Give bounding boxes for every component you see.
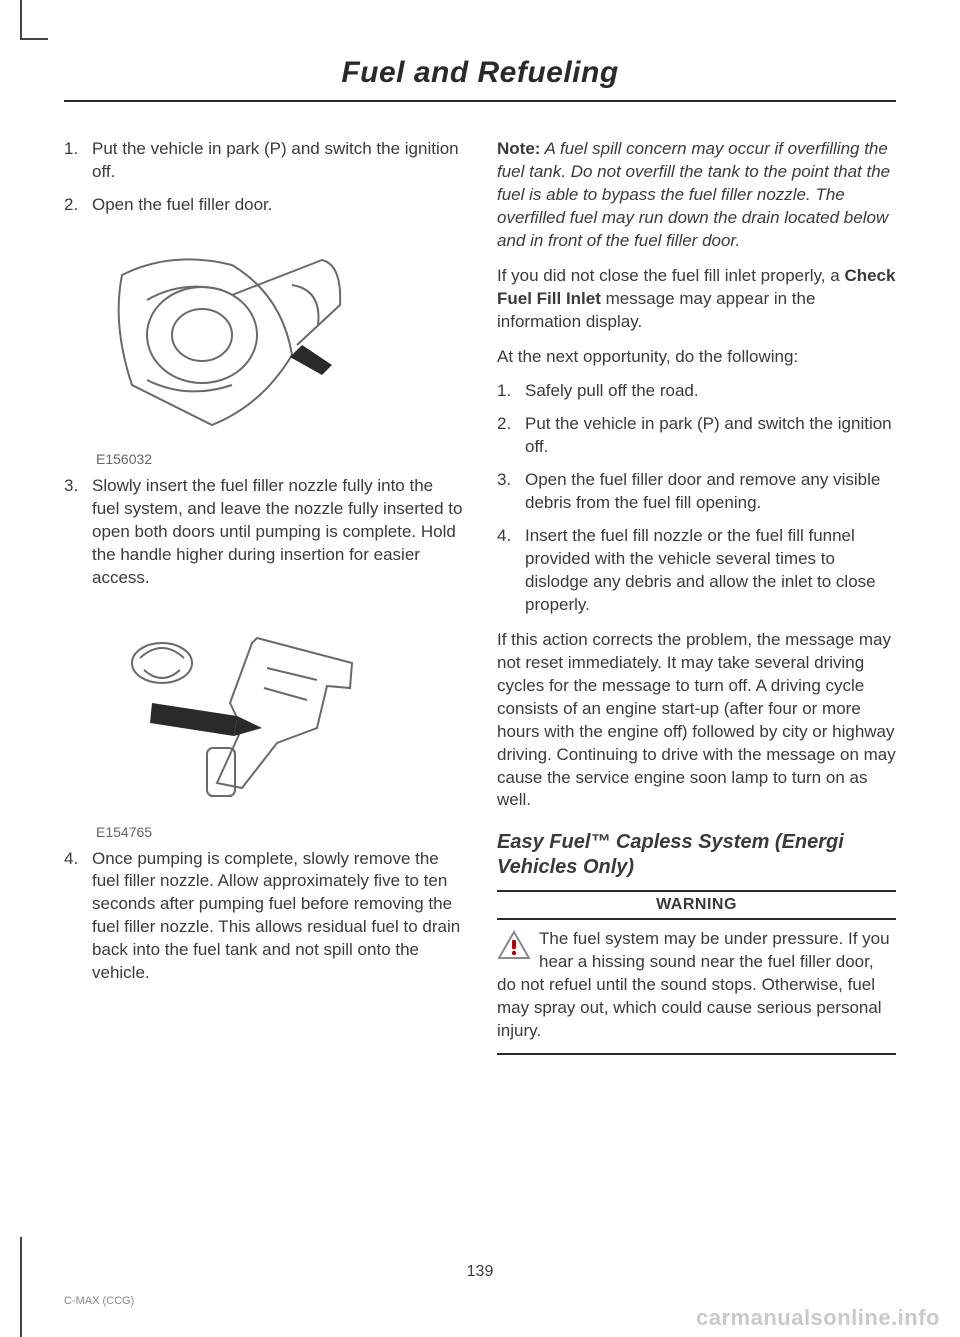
warning-title: WARNING — [497, 890, 896, 920]
steps-list-b: Slowly insert the fuel filler nozzle ful… — [64, 475, 463, 590]
figure-label: E154765 — [96, 824, 463, 840]
step-item: Open the fuel filler door and remove any… — [497, 469, 896, 515]
right-column: Note: A fuel spill concern may occur if … — [497, 138, 896, 1055]
arrow-icon — [290, 345, 332, 375]
step-item: Put the vehicle in park (P) and switch t… — [497, 413, 896, 459]
warning-body: The fuel system may be under pressure. I… — [497, 920, 896, 1055]
step-item: Slowly insert the fuel filler nozzle ful… — [64, 475, 463, 590]
steps-list-c: Once pumping is complete, slowly remove … — [64, 848, 463, 986]
fuel-door-illustration — [92, 235, 372, 445]
warning-triangle-icon — [497, 930, 531, 960]
two-column-layout: Put the vehicle in park (P) and switch t… — [64, 138, 896, 1055]
text-run: If you did not close the fuel fill inlet… — [497, 266, 844, 285]
figure-label: E156032 — [96, 451, 463, 467]
arrow-icon — [150, 703, 237, 736]
figure-1: E156032 — [92, 235, 463, 467]
note-paragraph: Note: A fuel spill concern may occur if … — [497, 138, 896, 253]
body-paragraph: If you did not close the fuel fill inlet… — [497, 265, 896, 334]
body-paragraph: At the next opportunity, do the followin… — [497, 346, 896, 369]
warning-box: WARNING The fuel system may be under pre… — [497, 890, 896, 1055]
page-number: 139 — [0, 1263, 960, 1281]
footer-code: C-MAX (CCG) — [64, 1295, 134, 1307]
left-column: Put the vehicle in park (P) and switch t… — [64, 138, 463, 1055]
body-paragraph: If this action corrects the problem, the… — [497, 629, 896, 813]
note-label: Note: — [497, 139, 540, 158]
section-subhead: Easy Fuel™ Capless System (Energi Vehicl… — [497, 830, 896, 880]
figure-2: E154765 — [92, 608, 463, 840]
note-text: A fuel spill concern may occur if overfi… — [497, 139, 890, 250]
step-item: Safely pull off the road. — [497, 380, 896, 403]
watermark: carmanualsonline.info — [696, 1305, 940, 1331]
fuel-nozzle-illustration — [92, 608, 372, 818]
steps-list-right: Safely pull off the road. Put the vehicl… — [497, 380, 896, 616]
step-item: Open the fuel filler door. — [64, 194, 463, 217]
page-container: Fuel and Refueling Put the vehicle in pa… — [0, 0, 960, 1337]
steps-list-a: Put the vehicle in park (P) and switch t… — [64, 138, 463, 217]
warning-text: The fuel system may be under pressure. I… — [497, 929, 890, 1040]
step-item: Insert the fuel fill nozzle or the fuel … — [497, 525, 896, 617]
step-item: Put the vehicle in park (P) and switch t… — [64, 138, 463, 184]
page-title: Fuel and Refueling — [64, 56, 896, 102]
step-item: Once pumping is complete, slowly remove … — [64, 848, 463, 986]
